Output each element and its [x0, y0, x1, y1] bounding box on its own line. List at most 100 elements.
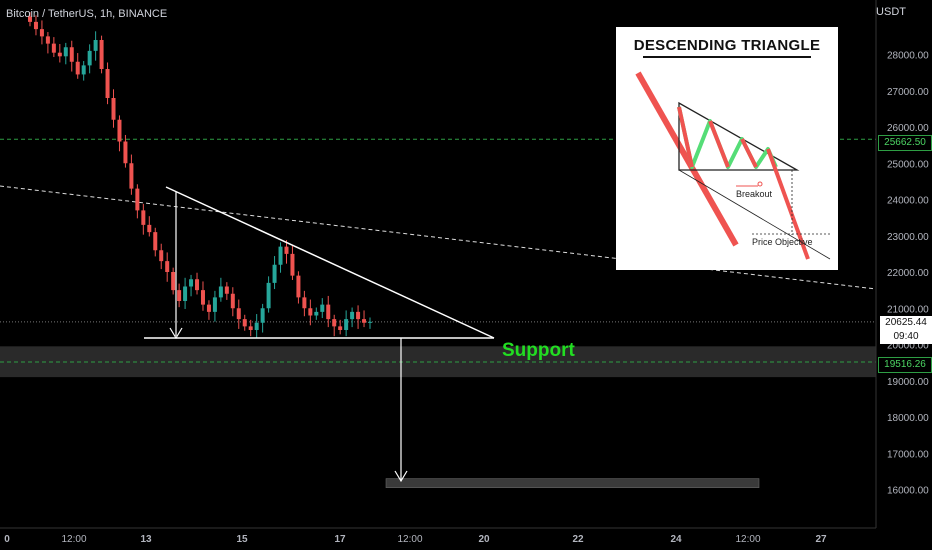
price-tick-label: 21000.00 [887, 304, 929, 315]
inset-up-swings [677, 106, 778, 169]
triangle-height-arrowhead [169, 327, 183, 340]
candle-body [153, 232, 158, 251]
time-tick-label: 20 [478, 534, 490, 545]
candle-body [284, 246, 289, 254]
candle-body [195, 279, 200, 291]
candle-body [302, 297, 307, 309]
candle-body [224, 286, 229, 294]
candle-body [177, 290, 182, 301]
candle-body [117, 119, 122, 142]
candle-body [135, 188, 140, 211]
candle-body [356, 311, 361, 320]
candle-body [248, 326, 253, 330]
candle-body [290, 253, 295, 276]
candle-body [254, 322, 259, 330]
candle-body [308, 308, 313, 316]
candle-body [81, 65, 86, 75]
long-term-trendline [0, 185, 877, 290]
candle-body [230, 293, 235, 309]
candle-body [272, 264, 277, 283]
target-zone [385, 478, 760, 488]
countdown-tag: 09:40 [880, 330, 932, 344]
candle-body [338, 326, 343, 330]
time-tick-label: 24 [670, 534, 682, 545]
time-tick-label: 22 [572, 534, 584, 545]
candle-body [242, 319, 247, 327]
price-tick-label: 23000.00 [887, 232, 929, 243]
inset-triangle [678, 101, 800, 171]
target-projection-arrowhead [394, 470, 408, 483]
price-tick-label: 26000.00 [887, 123, 929, 134]
price-tick-label: 25000.00 [887, 159, 929, 170]
candle-body [57, 52, 62, 57]
candle-body [33, 21, 38, 30]
candle-body [266, 282, 271, 309]
candle-body [236, 308, 241, 320]
price-tick-label: 17000.00 [887, 449, 929, 460]
candle-body [344, 319, 349, 330]
candle-body [260, 308, 265, 323]
time-tick-label: 12:00 [61, 534, 86, 545]
time-tick-label: 12:00 [735, 534, 760, 545]
candle-body [278, 246, 283, 265]
candle-body [75, 61, 80, 75]
candle-body [171, 272, 176, 291]
price-tick-label: 28000.00 [887, 51, 929, 62]
upper-level-tag: 25662.50 [878, 135, 932, 151]
candle-body [69, 47, 74, 62]
candle-body [218, 286, 223, 298]
inset-title: DESCENDING TRIANGLE [633, 37, 821, 54]
inset-down-swing-1 [677, 106, 694, 168]
price-tick-label: 16000.00 [887, 486, 929, 497]
time-tick-label: 0 [4, 534, 10, 545]
inset-breakout-label: Breakout [736, 189, 773, 199]
time-tick-label: 15 [236, 534, 248, 545]
candle-body [206, 304, 211, 312]
candle-body [123, 141, 128, 164]
symbol-title: Bitcoin / TetherUS, 1h, BINANCE [6, 8, 168, 20]
inset-title-underline [643, 56, 811, 58]
candle-body [105, 69, 110, 98]
inset-channel-line [678, 169, 831, 260]
candle-body [212, 297, 217, 312]
price-tick-label: 18000.00 [887, 413, 929, 424]
candle-body [87, 50, 92, 66]
inset-price-objective-label: Price Objective [752, 237, 813, 247]
candle-body [129, 163, 134, 189]
time-tick-label: 12:00 [397, 534, 422, 545]
price-tick-label: 19000.00 [887, 377, 929, 388]
support-annotation: Support [502, 340, 575, 361]
candle-body [332, 319, 337, 327]
currency-label: USDT [876, 6, 906, 18]
inset-breakdown [766, 148, 810, 260]
time-tick-label: 27 [815, 534, 827, 545]
price-tick-label: 22000.00 [887, 268, 929, 279]
candle-body [165, 261, 170, 272]
inset-prior-trend [635, 71, 739, 247]
price-tick-label: 27000.00 [887, 87, 929, 98]
inset-breakout-marker [757, 181, 763, 187]
candle-body [326, 304, 331, 320]
candle-body [200, 290, 205, 305]
time-tick-label: 13 [140, 534, 152, 545]
candle-body [39, 29, 44, 37]
time-tick-label: 17 [334, 534, 346, 545]
candle-body [99, 40, 104, 69]
candle-body [93, 40, 98, 51]
triangle-resistance-line [165, 186, 495, 339]
inset-down-swing-2 [708, 120, 730, 168]
current-price-tag: 20625.44 [880, 316, 932, 330]
candle-body [141, 210, 146, 225]
candle-body [45, 36, 50, 44]
price-tick-label: 20000.00 [887, 341, 929, 352]
price-tick-label: 24000.00 [887, 196, 929, 207]
candle-body [350, 311, 355, 320]
candle-body [189, 279, 194, 287]
candle-body [147, 224, 152, 233]
candle-body [362, 319, 367, 323]
candle-body [159, 250, 164, 262]
candle-body [320, 304, 325, 312]
lower-level-tag: 19516.26 [878, 357, 932, 373]
candle-body [314, 311, 319, 316]
